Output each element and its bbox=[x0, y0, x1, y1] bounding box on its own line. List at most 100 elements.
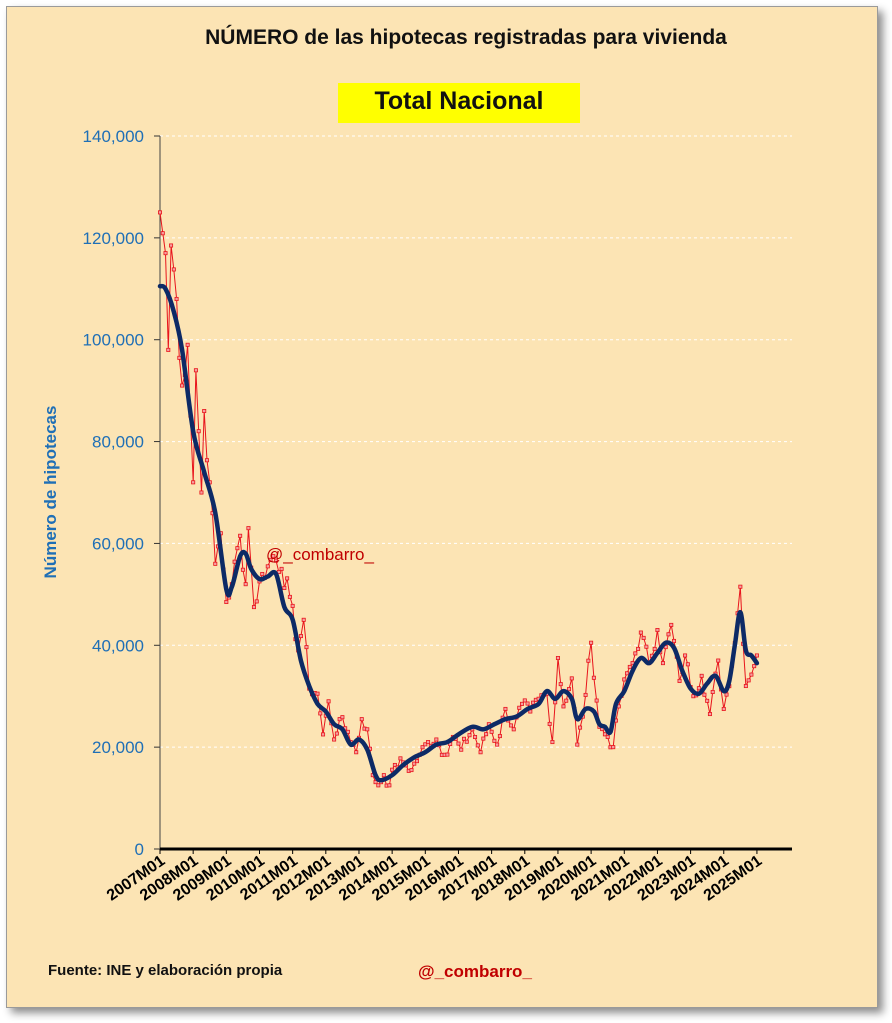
data-point bbox=[304, 645, 309, 650]
data-point bbox=[287, 594, 292, 599]
data-point bbox=[605, 734, 610, 739]
data-point bbox=[633, 651, 638, 656]
data-point bbox=[238, 533, 243, 538]
data-point bbox=[683, 653, 688, 658]
data-point bbox=[696, 686, 701, 691]
data-point bbox=[318, 711, 323, 716]
data-point bbox=[157, 210, 162, 215]
data-point bbox=[489, 729, 494, 734]
data-point bbox=[555, 656, 560, 661]
data-point bbox=[415, 759, 420, 764]
data-point bbox=[738, 584, 743, 589]
data-point bbox=[707, 712, 712, 717]
data-point bbox=[232, 559, 237, 564]
data-point bbox=[467, 733, 472, 738]
data-point bbox=[564, 698, 569, 703]
data-point bbox=[644, 644, 649, 649]
data-point bbox=[160, 231, 165, 236]
data-point bbox=[373, 780, 378, 785]
data-point bbox=[473, 735, 478, 740]
data-point bbox=[475, 743, 480, 748]
data-point bbox=[332, 737, 337, 742]
data-point bbox=[511, 727, 516, 732]
data-point bbox=[547, 721, 552, 726]
data-point bbox=[279, 566, 284, 571]
data-point bbox=[326, 699, 331, 704]
subtitle-highlight bbox=[338, 83, 580, 123]
y-tick-label: 20,000 bbox=[92, 738, 144, 757]
data-point bbox=[685, 662, 690, 667]
data-point bbox=[202, 409, 207, 414]
data-point bbox=[321, 732, 326, 737]
data-point bbox=[445, 752, 450, 757]
data-point bbox=[387, 783, 392, 788]
data-point bbox=[265, 564, 270, 569]
data-point bbox=[508, 723, 513, 728]
data-point bbox=[627, 664, 632, 669]
data-point bbox=[213, 561, 218, 566]
y-tick-label: 40,000 bbox=[92, 636, 144, 655]
data-point bbox=[166, 347, 171, 352]
data-point bbox=[484, 732, 489, 737]
data-point bbox=[752, 664, 757, 669]
y-tick-label: 120,000 bbox=[83, 229, 144, 248]
data-point bbox=[459, 747, 464, 752]
data-point bbox=[412, 761, 417, 766]
data-point bbox=[602, 732, 607, 737]
data-point bbox=[575, 742, 580, 747]
y-axis-label: Número de hipotecas bbox=[41, 406, 60, 579]
chart-annotation: @_combarro_ bbox=[266, 545, 375, 564]
data-point bbox=[461, 736, 466, 741]
data-point bbox=[196, 429, 201, 434]
data-point bbox=[517, 705, 522, 710]
data-point bbox=[655, 628, 660, 633]
data-point bbox=[298, 634, 303, 639]
data-point bbox=[456, 741, 461, 746]
data-point bbox=[235, 546, 240, 551]
data-point bbox=[301, 617, 306, 622]
data-point bbox=[185, 342, 190, 347]
author-handle: @_combarro_ bbox=[418, 962, 532, 981]
data-point bbox=[340, 715, 345, 720]
data-point bbox=[754, 653, 759, 658]
data-point bbox=[193, 368, 198, 373]
data-point bbox=[702, 692, 707, 697]
source-note: Fuente: INE y elaboración propia bbox=[48, 962, 283, 979]
data-point bbox=[334, 731, 339, 736]
data-point bbox=[522, 698, 527, 703]
data-point bbox=[251, 605, 256, 610]
data-point bbox=[578, 725, 583, 730]
data-point bbox=[285, 576, 290, 581]
data-point bbox=[381, 773, 386, 778]
data-point bbox=[177, 355, 182, 360]
data-point bbox=[434, 737, 439, 742]
data-point bbox=[243, 582, 248, 587]
data-point bbox=[652, 646, 657, 651]
data-point bbox=[531, 700, 536, 705]
data-point bbox=[699, 673, 704, 678]
data-point bbox=[260, 571, 265, 576]
data-point bbox=[478, 750, 483, 755]
data-point bbox=[746, 678, 751, 683]
data-point bbox=[254, 599, 259, 604]
data-point bbox=[224, 599, 229, 604]
data-point bbox=[365, 727, 370, 732]
data-point bbox=[710, 690, 715, 695]
data-point bbox=[589, 640, 594, 645]
y-tick-label: 100,000 bbox=[83, 331, 144, 350]
data-point bbox=[497, 734, 502, 739]
data-point bbox=[495, 742, 500, 747]
chart-title: NÚMERO de las hipotecas registradas para… bbox=[205, 26, 727, 49]
data-point bbox=[240, 567, 245, 572]
data-point bbox=[669, 622, 674, 627]
data-point bbox=[290, 603, 295, 608]
data-point bbox=[503, 706, 508, 711]
data-point bbox=[622, 677, 627, 682]
data-point bbox=[636, 646, 641, 651]
data-point bbox=[163, 251, 168, 256]
data-point bbox=[672, 638, 677, 643]
data-point bbox=[204, 458, 209, 463]
data-point bbox=[398, 756, 403, 761]
data-point bbox=[409, 768, 414, 773]
